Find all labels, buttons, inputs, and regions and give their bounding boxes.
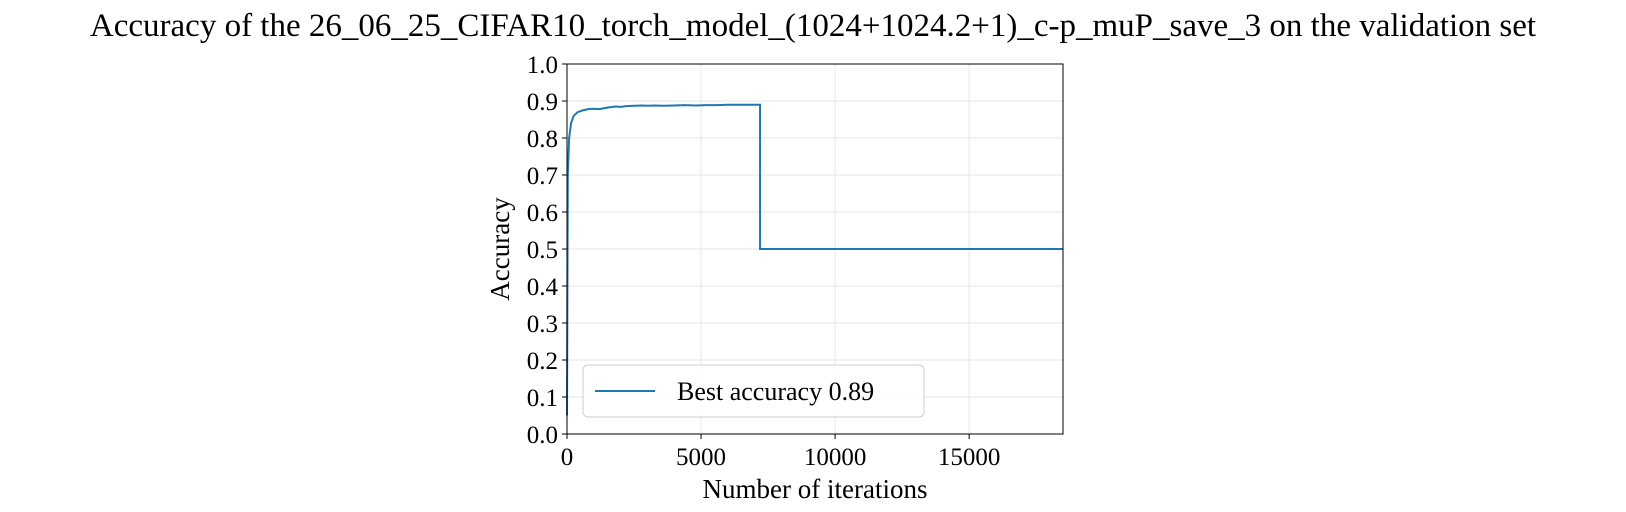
y-tick-label: 0.6 [527, 200, 558, 227]
y-tick-label: 0.2 [527, 348, 558, 375]
y-tick-label: 0.5 [527, 237, 558, 264]
legend-box [582, 364, 925, 418]
y-tick-label: 0.0 [527, 422, 558, 449]
y-tick-label: 0.3 [527, 311, 558, 338]
x-axis-ticks: 0 5000 10000 15000 [561, 434, 1001, 471]
legend-label: Best accuracy 0.89 [677, 377, 874, 406]
y-tick-label: 0.9 [527, 89, 558, 116]
x-tick-label: 15000 [938, 444, 1001, 471]
x-tick-label: 5000 [676, 444, 726, 471]
y-tick-label: 0.8 [527, 126, 558, 153]
y-axis-label: Accuracy [485, 197, 515, 301]
series-layer [566, 103, 1063, 416]
y-tick-label: 0.7 [527, 163, 558, 190]
chart-title: Accuracy of the 26_06_25_CIFAR10_torch_m… [90, 8, 1536, 44]
y-axis-ticks: 0.0 0.1 0.2 0.3 0.4 0.5 0.6 0.7 0.8 0.9 1.0 [527, 52, 567, 449]
legend: Best accuracy 0.89 [582, 364, 925, 418]
x-tick-label: 0 [561, 444, 574, 471]
y-tick-label: 0.4 [527, 274, 559, 301]
y-tick-label: 1.0 [527, 52, 558, 79]
y-tick-label: 0.1 [527, 385, 558, 412]
x-axis-label: Number of iterations [703, 474, 928, 504]
series-line [566, 103, 1063, 416]
x-tick-label: 10000 [804, 444, 867, 471]
